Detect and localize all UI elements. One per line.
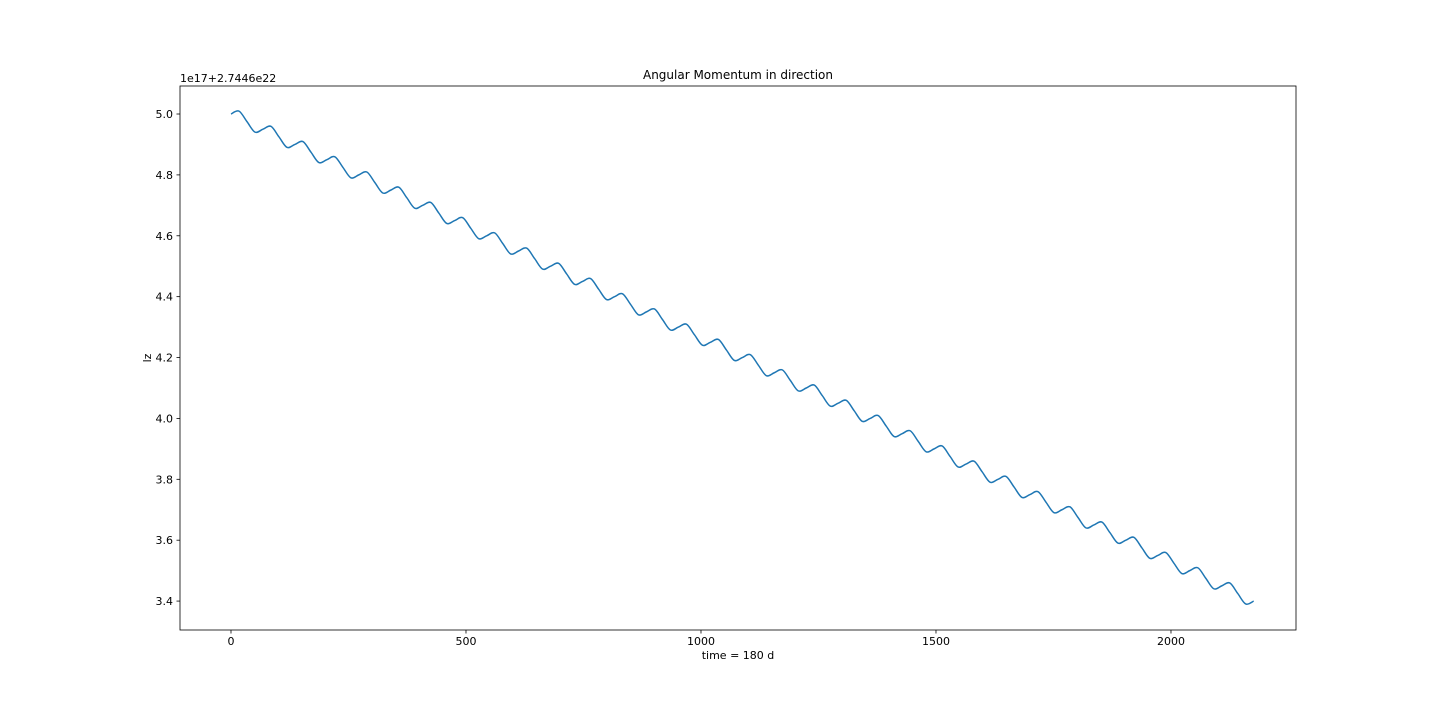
y-axis-label: lz xyxy=(141,353,154,362)
y-tick-label: 4.6 xyxy=(156,230,174,243)
x-tick-label: 2000 xyxy=(1157,635,1185,648)
y-tick-label: 4.8 xyxy=(156,169,174,182)
data-line xyxy=(230,110,1255,605)
x-tick-label: 1000 xyxy=(687,635,715,648)
y-tick-label: 4.2 xyxy=(156,352,174,365)
x-tick-label: 1500 xyxy=(922,635,950,648)
y-tick-label: 3.8 xyxy=(156,473,174,486)
axes-frame xyxy=(179,85,1297,631)
y-tick-label: 3.4 xyxy=(156,595,174,608)
x-tick-label: 500 xyxy=(455,635,476,648)
y-tick-label: 4.0 xyxy=(156,412,174,425)
y-tick-label: 5.0 xyxy=(156,108,174,121)
chart-title: Angular Momentum in direction xyxy=(643,68,833,82)
y-tick-label: 3.6 xyxy=(156,534,174,547)
offset-text: 1e17+2.7446e22 xyxy=(180,72,276,85)
x-axis-label: time = 180 d xyxy=(702,649,775,662)
y-tick-label: 4.4 xyxy=(156,291,174,304)
x-tick-label: 0 xyxy=(227,635,234,648)
